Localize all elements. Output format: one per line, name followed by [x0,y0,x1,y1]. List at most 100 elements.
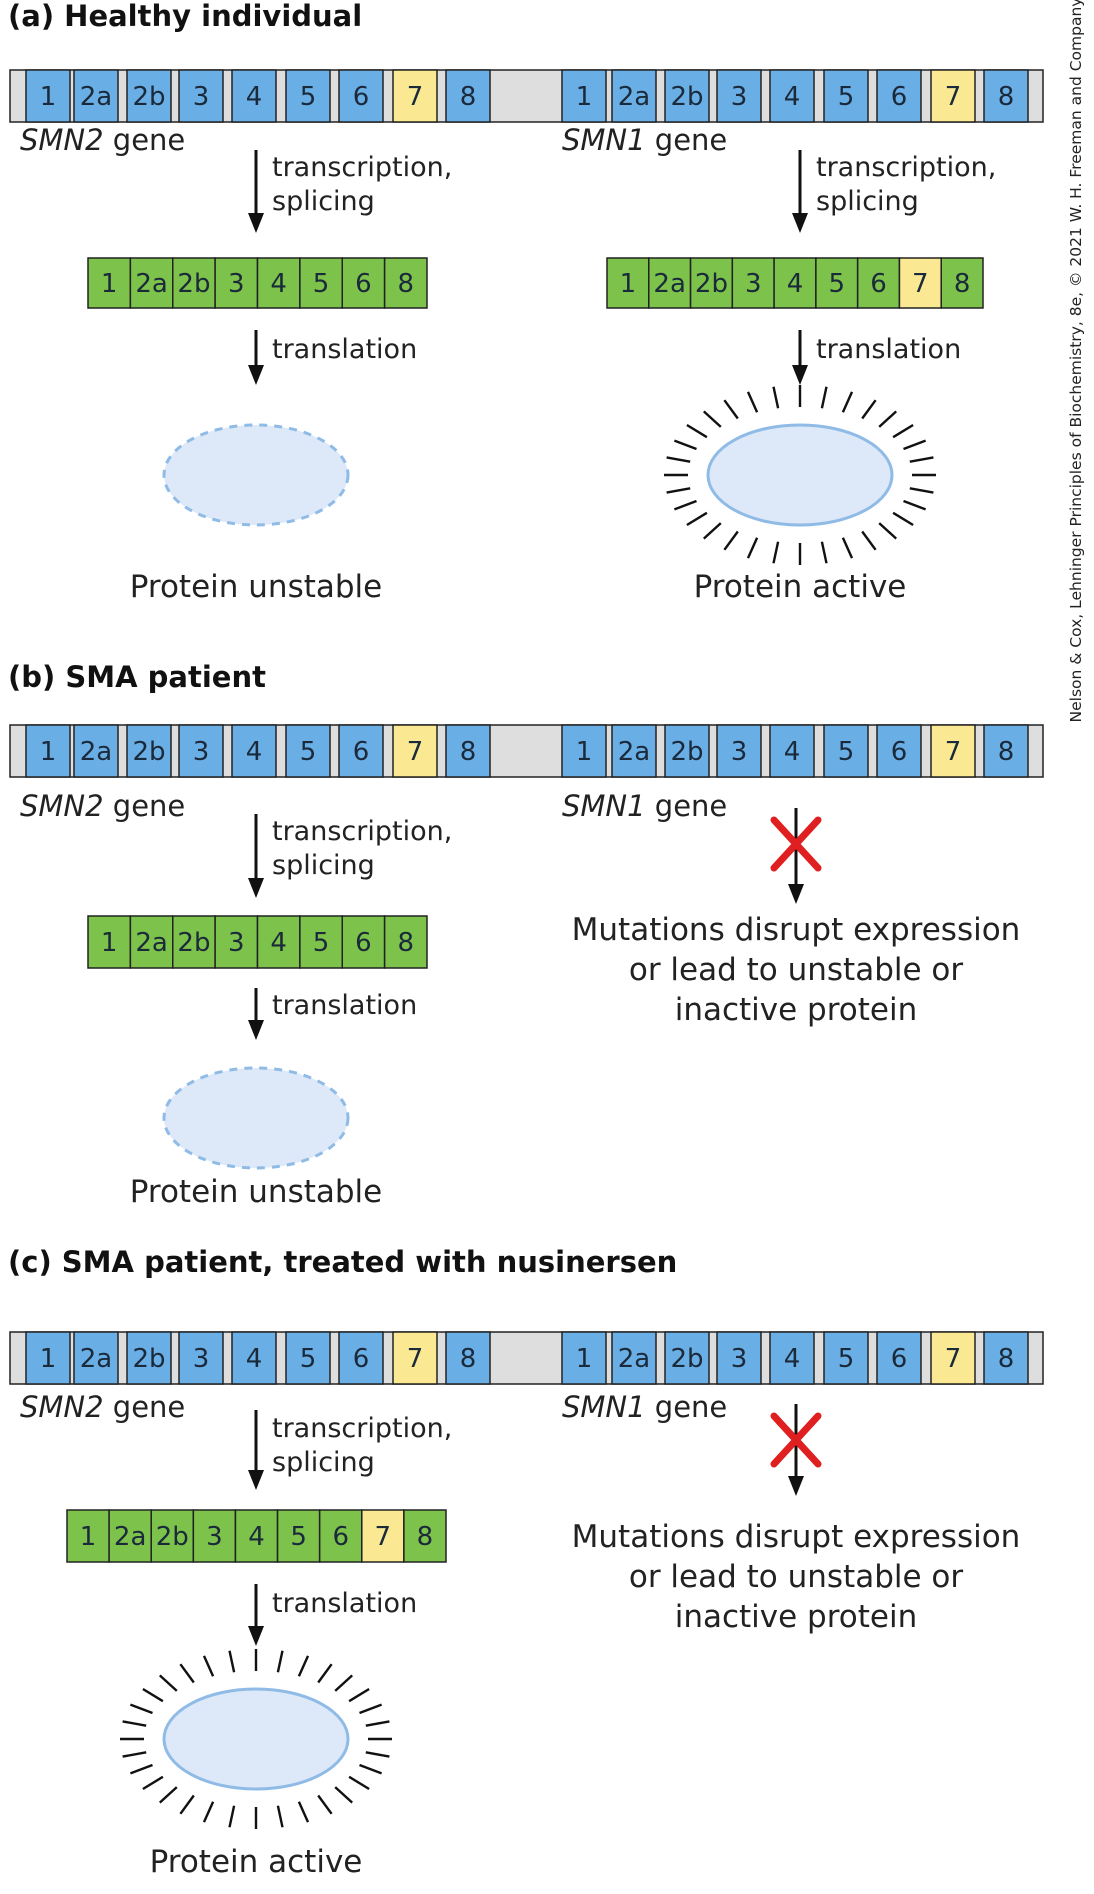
exon-number: 3 [193,82,210,112]
protein-unstable [162,423,350,527]
exon-number: 3 [193,737,210,767]
exon-number: 2b [177,928,210,958]
gene-exon-2b: 2b [126,1331,172,1385]
result-text: inactive protein [675,992,918,1028]
exon-number: 4 [246,737,263,767]
gene-exon-2b: 2b [664,724,710,778]
protein-unstable [162,1066,350,1170]
exon-number: 5 [313,269,330,299]
exon-number: 7 [407,82,424,112]
exon-number: 1 [576,1344,593,1374]
mrna-strip: 1 2a 2b 3 4 5 6 8 [87,915,428,969]
gene-exon-1: 1 [561,69,607,123]
result-text: Mutations disrupt expression [572,1519,1021,1555]
gene-exon-2a: 2a [611,69,657,123]
smn1-pathway: transcription,splicing 1 2a 2b 3 4 5 6 7 8 transla… [606,150,996,605]
step-label: translation [272,990,417,1021]
protein-active [120,1649,392,1829]
exon-number: 2a [80,737,112,767]
result-text: Mutations disrupt expression [572,912,1021,948]
exon-number: 5 [300,82,317,112]
gene-exon-2a: 2a [611,724,657,778]
exon-number: 8 [398,928,415,958]
exon-number: 8 [998,737,1015,767]
mrna-exon-6: 6 [318,1509,363,1563]
gene-exon-8: 8 [983,724,1029,778]
gene-exon-5: 5 [285,1331,331,1385]
exon-number: 4 [246,1344,263,1374]
result-text: Protein unstable [130,1174,382,1210]
exon-number: 8 [460,737,477,767]
protein-shape [706,423,894,527]
exon-number: 2b [132,737,165,767]
step-label: transcription, [272,816,452,847]
exon-number: 4 [787,269,804,299]
panel-title: (b) SMA patient [8,660,266,694]
gene-exon-6: 6 [876,724,922,778]
exon-number: 5 [300,1344,317,1374]
gene-exon-2b: 2b [126,69,172,123]
exon-number: 6 [332,1522,349,1552]
exon-number: 1 [40,1344,57,1374]
gene-exon-3: 3 [178,724,224,778]
smn2-pathway: transcription,splicing 1 2a 2b 3 4 5 6 7 8 transla… [66,1410,452,1880]
mrna-exon-4: 4 [256,915,301,969]
mrna-exon-8: 8 [383,257,428,309]
exon-number: 7 [407,737,424,767]
mrna-exon-3: 3 [731,257,775,309]
mrna-exon-4: 4 [773,257,817,309]
exon-number: 5 [838,737,855,767]
panel-title: (c) SMA patient, treated with nusinersen [8,1245,677,1279]
mrna-exon-1: 1 [87,257,132,309]
gene-exon-5: 5 [823,724,869,778]
gene-exon-7: 7 [392,69,438,123]
exon-number: 4 [270,269,287,299]
result-text: Protein unstable [130,569,382,605]
protein-active [664,385,936,565]
smn1-pathway: Mutations disrupt expression or lead to u… [572,1404,1021,1635]
result-text: Protein active [150,1844,363,1880]
mrna-exon-5: 5 [299,915,343,969]
gene-exon-5: 5 [285,69,331,123]
exon-number: 1 [80,1522,97,1552]
exon-number: 3 [193,1344,210,1374]
gene-exon-2a: 2a [73,1331,119,1385]
gene-exon-2a: 2a [611,1331,657,1385]
exon-number: 3 [731,1344,748,1374]
step-label: transcription, [816,152,996,183]
step-label: splicing [816,186,919,217]
red-x-block-icon [770,1412,822,1468]
exon-number: 8 [954,269,971,299]
gene-exon-2b: 2b [664,1331,710,1385]
exon-number: 3 [206,1522,223,1552]
exon-number: 4 [784,737,801,767]
smn2-pathway: transcription,splicing 1 2a 2b 3 4 5 6 8 translat… [87,814,452,1210]
mrna-exon-5: 5 [299,257,343,309]
exon-number: 8 [998,82,1015,112]
mrna-exon-4: 4 [256,257,301,309]
gene-exon-3: 3 [716,724,762,778]
exon-number: 2b [670,737,703,767]
exon-number: 4 [248,1522,265,1552]
down-arrow-icon [248,330,264,385]
gene-exon-4: 4 [769,724,815,778]
mrna-exon-3: 3 [214,257,259,309]
gene-exon-8: 8 [445,1331,491,1385]
gene-exon-5: 5 [285,724,331,778]
gene-exon-7: 7 [930,69,976,123]
smn2-pathway: transcription,splicing 1 2a 2b 3 4 5 6 8 translat… [87,150,452,605]
red-x-block-icon [770,816,822,872]
result-text: inactive protein [675,1599,918,1635]
protein-shape [162,1687,350,1791]
gene-exon-6: 6 [338,724,384,778]
exon-number: 1 [620,269,637,299]
exon-number: 8 [460,82,477,112]
gene-exon-1: 1 [561,724,607,778]
gene-label: SMN2 gene [20,1390,185,1424]
exon-number: 1 [40,82,57,112]
exon-number: 4 [784,82,801,112]
exon-number: 2b [132,82,165,112]
exon-number: 2b [670,1344,703,1374]
